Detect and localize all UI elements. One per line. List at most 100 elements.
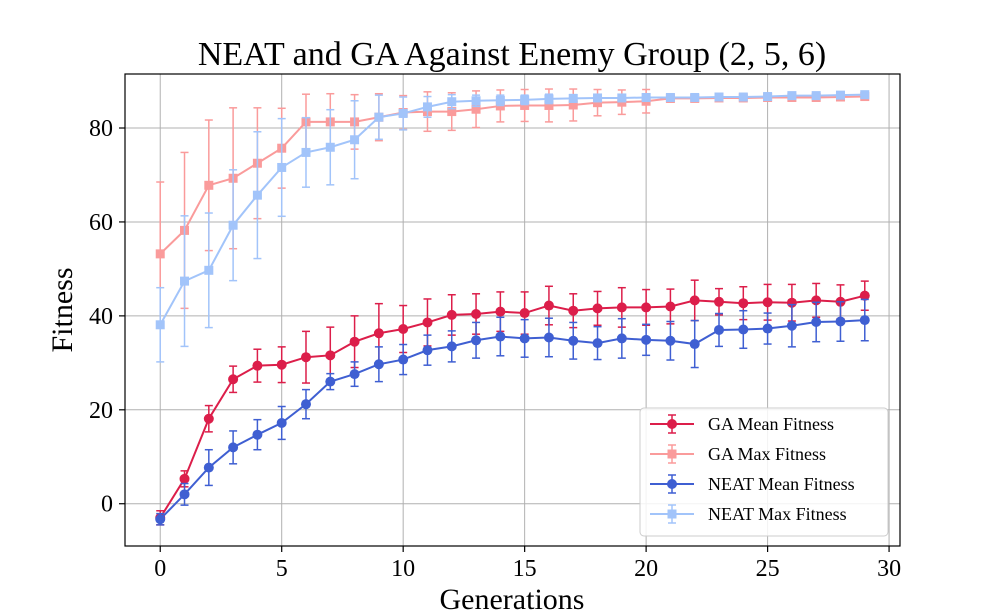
neat-max-fitness-point xyxy=(738,92,748,102)
ga-max-fitness-point xyxy=(155,249,165,259)
plot-frame xyxy=(124,73,901,547)
neat-max-fitness-point xyxy=(520,95,530,105)
neat-mean-fitness-point xyxy=(592,338,603,349)
neat-mean-fitness-point xyxy=(762,323,773,334)
y-tick-label: 60 xyxy=(89,210,113,236)
x-tick-label: 10 xyxy=(391,556,415,582)
y-tick-label: 80 xyxy=(89,116,113,142)
ga-mean-fitness-point xyxy=(738,298,749,309)
neat-max-fitness-line xyxy=(159,93,865,326)
legend-marker-ga-max-fitness xyxy=(667,449,677,459)
ga-max-fitness-series xyxy=(155,88,870,327)
neat-max-fitness-point xyxy=(228,220,238,230)
neat-mean-fitness-point xyxy=(471,335,482,346)
ga-mean-fitness-point xyxy=(203,413,214,424)
ga-mean-fitness-point xyxy=(300,352,311,363)
ga-mean-fitness-point xyxy=(471,308,482,319)
ga-mean-fitness-point xyxy=(179,473,190,484)
neat-max-fitness-point xyxy=(495,95,505,105)
neat-mean-fitness-point xyxy=(859,315,870,326)
ga-mean-fitness-point xyxy=(616,302,627,313)
neat-max-fitness-point xyxy=(568,93,578,103)
ga-max-fitness-point xyxy=(568,100,578,110)
neat-mean-fitness-point xyxy=(155,514,166,525)
ga-max-fitness-point xyxy=(204,180,214,190)
ga-mean-fitness-series xyxy=(155,279,870,526)
neat-max-fitness-point xyxy=(617,93,627,103)
ga-max-fitness-point xyxy=(544,100,554,110)
ga-mean-fitness-point xyxy=(689,295,700,306)
neat-mean-fitness-point xyxy=(641,334,652,345)
neat-mean-fitness-point xyxy=(325,376,336,387)
ga-max-fitness-point xyxy=(520,100,530,110)
legend-marker-ga-mean-fitness xyxy=(667,419,677,429)
neat-max-fitness-point xyxy=(471,96,481,106)
neat-mean-fitness-point xyxy=(714,324,725,335)
y-tick-label: 20 xyxy=(89,398,113,424)
ga-mean-fitness-point xyxy=(252,360,263,371)
neat-mean-fitness-point xyxy=(738,324,749,335)
neat-max-fitness-point xyxy=(714,92,724,102)
neat-max-fitness-point xyxy=(447,97,457,107)
neat-max-fitness-point xyxy=(350,135,360,145)
ga-max-fitness-point xyxy=(471,104,481,114)
x-axis-label: Generations xyxy=(440,583,585,614)
neat-mean-fitness-point xyxy=(349,369,360,380)
series-layer xyxy=(155,88,870,526)
ga-mean-fitness-point xyxy=(543,300,554,311)
neat-mean-fitness-point xyxy=(786,320,797,331)
neat-mean-fitness-point xyxy=(446,341,457,352)
neat-mean-fitness-point xyxy=(228,442,239,453)
x-tick-label: 25 xyxy=(756,556,780,582)
neat-mean-fitness-point xyxy=(398,354,409,365)
ga-max-fitness-point xyxy=(593,98,603,108)
neat-mean-fitness-point xyxy=(252,429,263,440)
neat-max-fitness-point xyxy=(690,92,700,102)
neat-max-fitness-point xyxy=(398,108,408,118)
legend-label-neat-max-fitness: NEAT Max Fitness xyxy=(708,504,847,524)
ga-mean-fitness-point xyxy=(641,302,652,313)
neat-max-fitness-point xyxy=(155,320,165,330)
y-axis-label: Fitness xyxy=(46,267,79,352)
neat-max-fitness-point xyxy=(787,91,797,101)
neat-mean-fitness-point xyxy=(689,339,700,350)
ga-mean-fitness-point xyxy=(228,374,239,385)
ga-mean-fitness-point xyxy=(665,301,676,312)
neat-mean-fitness-point xyxy=(300,399,311,410)
chart-title: NEAT and GA Against Enemy Group (2, 5, 6… xyxy=(198,36,826,73)
legend-label-neat-mean-fitness: NEAT Mean Fitness xyxy=(708,474,855,494)
neat-mean-fitness-series xyxy=(155,298,870,526)
neat-max-fitness-point xyxy=(204,265,214,275)
x-tick-label: 5 xyxy=(276,556,288,582)
neat-mean-fitness-point xyxy=(495,331,506,342)
neat-mean-fitness-point xyxy=(665,335,676,346)
neat-max-fitness-point xyxy=(763,92,773,102)
ga-mean-fitness-point xyxy=(592,303,603,314)
ga-mean-fitness-point xyxy=(349,336,360,347)
y-tick-label: 40 xyxy=(89,304,113,330)
x-tick-label: 20 xyxy=(634,556,658,582)
ga-mean-fitness-point xyxy=(325,350,336,361)
ga-mean-fitness-point xyxy=(495,306,506,317)
ga-mean-fitness-point xyxy=(859,290,870,301)
x-tick-label: 30 xyxy=(877,556,901,582)
legend-label-ga-max-fitness: GA Max Fitness xyxy=(708,444,826,464)
ga-mean-fitness-point xyxy=(446,309,457,320)
neat-max-fitness-point xyxy=(665,92,675,102)
neat-max-fitness-point xyxy=(180,276,190,286)
neat-mean-fitness-point xyxy=(568,335,579,346)
neat-mean-fitness-point xyxy=(422,345,433,356)
x-tick-label: 15 xyxy=(513,556,537,582)
ga-mean-fitness-point xyxy=(714,296,725,307)
legend-marker-neat-mean-fitness xyxy=(667,479,677,489)
neat-mean-fitness-point xyxy=(616,333,627,344)
neat-max-fitness-series xyxy=(155,90,870,363)
ga-mean-fitness-point xyxy=(519,308,530,319)
x-tick-label: 0 xyxy=(154,556,166,582)
neat-mean-fitness-point xyxy=(276,417,287,428)
ga-max-fitness-point xyxy=(447,107,457,117)
neat-max-fitness-point xyxy=(641,92,651,102)
y-tick-label: 0 xyxy=(101,492,113,518)
neat-max-fitness-point xyxy=(301,147,311,157)
